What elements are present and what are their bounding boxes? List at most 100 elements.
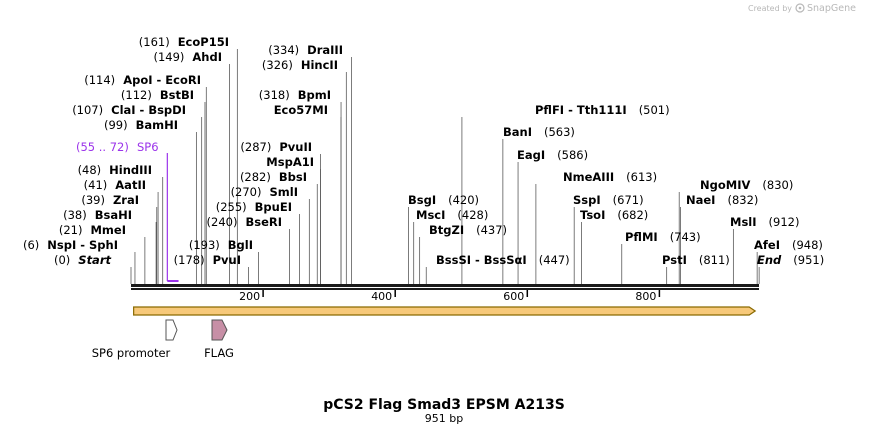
restriction-site[interactable]: BseRI (240) xyxy=(207,215,282,229)
site-position: (811) xyxy=(699,253,730,267)
site-name: PflFI - Tth111I xyxy=(535,103,627,117)
site-position: (99) xyxy=(104,118,128,132)
restriction-site[interactable]: SmlI (270) xyxy=(231,185,298,199)
restriction-site[interactable]: EagI (586) xyxy=(517,148,588,162)
site-name: BanI xyxy=(503,125,532,139)
plasmid-title: pCS2 Flag Smad3 EPSM A213S xyxy=(323,397,565,413)
restriction-site[interactable]: MspA1I xyxy=(266,155,314,169)
site-name: NgoMIV xyxy=(700,178,750,192)
site-position: (240) xyxy=(207,215,238,229)
site-position: (830) xyxy=(762,178,793,192)
restriction-site[interactable]: BanI (563) xyxy=(503,125,575,139)
site-name: BglI xyxy=(228,238,253,252)
feature-sp6-promoter[interactable]: SP6 promoter xyxy=(92,319,178,360)
site-position: (326) xyxy=(262,58,293,72)
site-name: BpuEI xyxy=(255,200,292,214)
restriction-site[interactable]: PvuII (287) xyxy=(240,140,312,154)
restriction-site[interactable]: PflFI - Tth111I (501) xyxy=(535,103,670,117)
restriction-site[interactable]: ApoI - EcoRI (114) xyxy=(84,73,201,87)
site-position: (193) xyxy=(189,238,220,252)
restriction-site[interactable]: AhdI (149) xyxy=(153,50,222,64)
site-name: PstI xyxy=(662,253,687,267)
restriction-site[interactable]: MscI (428) xyxy=(416,208,488,222)
restriction-site[interactable]: DraIII (334) xyxy=(268,43,343,57)
restriction-site[interactable]: Eco57MI xyxy=(274,103,328,117)
restriction-site[interactable]: NspI - SphI (6) xyxy=(23,238,118,252)
restriction-site[interactable]: End (951) xyxy=(757,253,824,267)
restriction-site[interactable]: BpmI (318) xyxy=(259,88,331,102)
restriction-site[interactable]: EcoP15I (161) xyxy=(139,35,229,49)
site-name: PvuI xyxy=(213,253,241,267)
site-name: BpmI xyxy=(298,88,331,102)
site-position: (161) xyxy=(139,35,170,49)
feature-flag[interactable]: FLAG xyxy=(204,319,234,360)
site-name: BsaHI xyxy=(95,208,132,222)
restriction-site[interactable]: ZraI (39) xyxy=(81,193,139,207)
site-name: SmlI xyxy=(270,185,299,199)
restriction-site[interactable]: MmeI (21) xyxy=(59,223,126,237)
restriction-site[interactable]: BamHI (99) xyxy=(104,118,178,132)
site-name: ClaI - BspDI xyxy=(111,103,186,117)
sp6-promoter-arrow-icon xyxy=(165,319,178,341)
restriction-site[interactable]: BglI (193) xyxy=(189,238,253,252)
site-position: (447) xyxy=(539,253,570,267)
sp6-primer[interactable]: (55 .. 72) SP6 xyxy=(76,140,179,282)
bp-ruler: 200 400 600 800 xyxy=(239,290,661,303)
ruler-tick-label: 200 xyxy=(239,290,260,303)
restriction-site[interactable]: HincII (326) xyxy=(262,58,338,72)
restriction-site[interactable]: TsoI (682) xyxy=(580,208,648,222)
site-name: NmeAIII xyxy=(563,170,614,184)
site-name: TsoI xyxy=(580,208,605,222)
restriction-site[interactable]: BtgZI (437) xyxy=(429,223,507,237)
restriction-site[interactable]: AfeI (948) xyxy=(754,238,823,252)
site-name: EcoP15I xyxy=(178,35,229,49)
flag-arrow-icon xyxy=(211,319,228,341)
restriction-site[interactable]: PflMI (743) xyxy=(625,230,701,244)
site-name: HincII xyxy=(301,58,338,72)
restriction-site[interactable]: NgoMIV (830) xyxy=(700,178,793,192)
restriction-site[interactable]: AatII (41) xyxy=(84,178,146,192)
site-position: (437) xyxy=(476,223,507,237)
restriction-site[interactable]: Start (0) xyxy=(54,253,112,267)
feature-label-sp6-promoter: SP6 promoter xyxy=(92,346,171,360)
primer-range: (55 .. 72) xyxy=(76,140,129,154)
restriction-site[interactable]: NmeAIII (613) xyxy=(563,170,657,184)
site-position: (41) xyxy=(84,178,108,192)
site-name: PflMI xyxy=(625,230,658,244)
restriction-site[interactable]: BstBI (112) xyxy=(121,88,194,102)
restriction-site[interactable]: ClaI - BspDI (107) xyxy=(72,103,186,117)
site-name: PvuII xyxy=(279,140,312,154)
site-name: AfeI xyxy=(754,238,780,252)
restriction-site[interactable]: BsgI (420) xyxy=(408,193,479,207)
site-position: (912) xyxy=(769,215,800,229)
site-position: (334) xyxy=(268,43,299,57)
restriction-site[interactable]: NaeI (832) xyxy=(686,193,758,207)
dna-strand-top xyxy=(131,284,759,287)
site-position: (563) xyxy=(544,125,575,139)
site-name: NaeI xyxy=(686,193,715,207)
restriction-site[interactable]: PvuI (178) xyxy=(174,253,241,267)
restriction-site[interactable]: BssSI - BssSαI (447) xyxy=(436,253,570,267)
created-by-text: Created by xyxy=(748,4,792,13)
ruler-tick-label: 800 xyxy=(635,290,656,303)
site-position: (112) xyxy=(121,88,152,102)
site-name: ApoI - EcoRI xyxy=(123,73,201,87)
site-position: (420) xyxy=(448,193,479,207)
site-position: (682) xyxy=(617,208,648,222)
site-name: ZraI xyxy=(113,193,139,207)
site-name: BtgZI xyxy=(429,223,464,237)
site-position: (178) xyxy=(174,253,205,267)
site-name: SspI xyxy=(573,193,601,207)
restriction-site[interactable]: PstI (811) xyxy=(662,253,730,267)
orf-arrow[interactable] xyxy=(133,306,757,316)
restriction-site[interactable]: BsaHI (38) xyxy=(63,208,132,222)
restriction-site[interactable]: BpuEI (255) xyxy=(216,200,292,214)
dna-backbone[interactable] xyxy=(131,284,759,290)
site-position: (48) xyxy=(78,163,102,177)
restriction-site[interactable]: SspI (671) xyxy=(573,193,644,207)
restriction-site[interactable]: BbsI (282) xyxy=(240,170,307,184)
site-position: (21) xyxy=(59,223,83,237)
restriction-site[interactable]: MslI (912) xyxy=(730,215,799,229)
restriction-site[interactable]: HindIII (48) xyxy=(78,163,152,177)
